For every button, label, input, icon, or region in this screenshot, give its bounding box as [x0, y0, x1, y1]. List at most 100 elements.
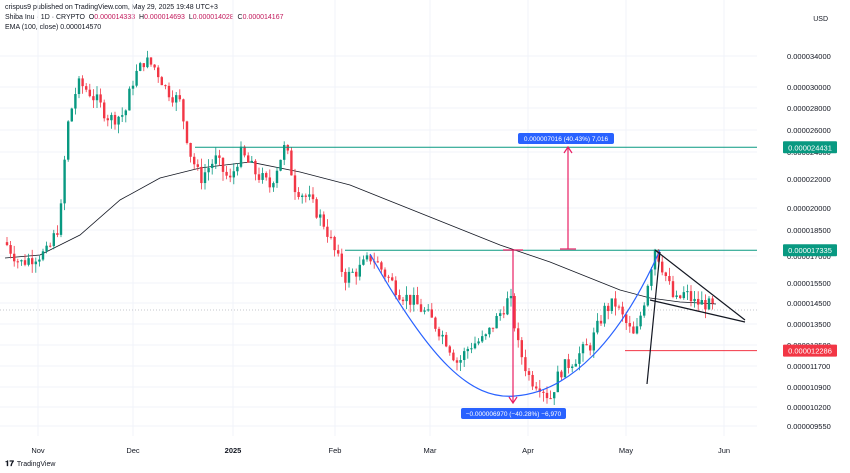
up-candle [700, 300, 703, 305]
up-candle [139, 63, 142, 71]
up-candle [283, 145, 286, 160]
high-label: H [139, 14, 145, 21]
down-candle [383, 269, 387, 277]
up-candle [650, 269, 653, 286]
down-candle [221, 157, 225, 172]
down-candle [664, 272, 667, 277]
down-candle [225, 171, 228, 176]
up-candle [59, 203, 63, 235]
down-candle [517, 328, 520, 341]
up-candle [63, 159, 66, 204]
down-candle [200, 166, 203, 184]
down-candle [538, 388, 541, 392]
up-candle [211, 163, 214, 169]
down-candle [567, 359, 570, 368]
price-tick-label: 0.000009550 [787, 422, 831, 431]
up-candle [95, 94, 99, 101]
down-candle [531, 374, 534, 387]
tradingview-logo-text[interactable]: TradingView [16, 460, 56, 468]
price-badge [783, 244, 837, 257]
down-candle [113, 114, 117, 125]
price-badge [783, 344, 837, 357]
up-candle [405, 294, 408, 302]
ema-line-series [4, 161, 717, 305]
measure-label-box [461, 408, 566, 419]
down-candle [542, 391, 545, 393]
up-candle [34, 261, 37, 265]
down-candle [391, 277, 394, 281]
down-candle [560, 371, 563, 378]
down-candle [178, 95, 181, 100]
measure-label: −0.000006970 (−40.28%) −6,970 [466, 411, 562, 418]
down-candle [56, 233, 59, 235]
up-candle [635, 326, 639, 334]
down-candle [81, 78, 84, 87]
down-candle [185, 121, 189, 143]
up-candle [261, 173, 264, 180]
down-candle [268, 177, 271, 188]
price-tick-label: 0.000018500 [787, 226, 831, 235]
chart-grid [0, 0, 757, 436]
up-candle [643, 305, 646, 316]
up-candle [121, 115, 124, 117]
down-candle [527, 371, 531, 375]
currency-label[interactable]: USD [813, 16, 828, 23]
up-candle [466, 348, 469, 352]
tradingview-logo-icon[interactable]: 𝟏𝟕 [5, 459, 14, 468]
up-candle [70, 108, 73, 122]
down-candle [380, 262, 383, 270]
down-candle [160, 77, 163, 86]
down-candle [167, 85, 171, 98]
down-candle [387, 276, 390, 278]
down-candle [445, 334, 448, 347]
up-candle [135, 70, 138, 86]
down-candle [49, 245, 52, 247]
close-value: 0.000014167 [242, 14, 284, 21]
up-candle [207, 168, 210, 173]
down-candle [290, 150, 293, 176]
down-candle [344, 271, 347, 283]
down-candle [419, 304, 423, 312]
down-candle [326, 226, 329, 237]
up-candle [351, 271, 354, 273]
down-candle [657, 249, 660, 262]
up-candle [473, 343, 477, 349]
down-candle [182, 99, 185, 122]
time-axis: Nov Dec 2025 Feb Mar Apr May Jun [31, 446, 730, 455]
down-candle [254, 160, 257, 175]
pole-line [646, 251, 661, 385]
up-candle [412, 295, 415, 305]
open-label: O [88, 14, 95, 21]
up-candle [675, 295, 678, 297]
low-value: 0.000014028 [192, 14, 234, 21]
up-candle [358, 264, 361, 277]
down-candle [524, 357, 527, 372]
down-candle [689, 291, 693, 302]
price-badge-label: 0.000012286 [788, 347, 832, 356]
up-candle [175, 95, 178, 103]
low-label: L [188, 14, 193, 21]
down-candle [614, 298, 617, 307]
time-tick-label: 2025 [225, 446, 242, 455]
up-candle [110, 114, 113, 121]
down-candle [697, 298, 700, 305]
down-candle [704, 300, 707, 310]
symbol-label[interactable]: Shiba Inu · 1D · CRYPTO [5, 14, 85, 21]
chart-header: crispus9 published on TradingView.com, M… [5, 3, 284, 33]
down-candle [329, 236, 333, 238]
down-candle [92, 96, 95, 101]
footer: 𝟏𝟕 TradingView [5, 459, 55, 469]
up-candle [239, 146, 243, 167]
ema-label[interactable]: EMA (100, close) [5, 24, 59, 31]
time-tick-label: Feb [329, 446, 342, 455]
up-candle [45, 245, 48, 252]
time-tick-label: Mar [424, 446, 437, 455]
down-candle [189, 142, 192, 157]
arrow-up-icon [563, 145, 573, 154]
price-badge-label: 0.000024431 [788, 143, 832, 152]
down-candle [23, 260, 27, 265]
down-candle [513, 295, 516, 329]
down-candle [549, 398, 552, 400]
down-candle [304, 195, 307, 197]
